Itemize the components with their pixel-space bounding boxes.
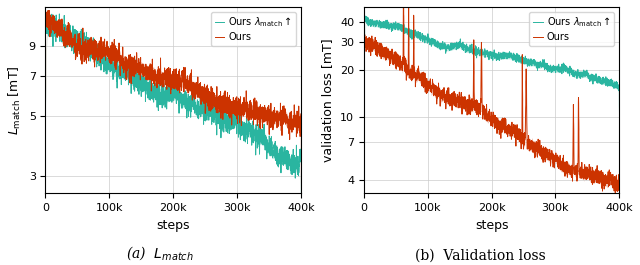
Ours $\lambda_{\mathrm{match}}\uparrow$ <box>44 11 51 14</box>
Ours <box>166 82 173 85</box>
Ours <box>608 174 616 177</box>
Ours $\lambda_{\mathrm{match}}\uparrow$ <box>615 89 623 92</box>
Ours $\lambda_{\mathrm{match}}\uparrow$ <box>297 148 305 151</box>
Ours <box>608 183 616 186</box>
Line: Ours: Ours <box>45 10 301 139</box>
Ours <box>477 41 485 44</box>
Ours $\lambda_{\mathrm{match}}\uparrow$ <box>360 17 368 21</box>
Legend: Ours $\lambda_{\mathrm{match}}\uparrow$, Ours: Ours $\lambda_{\mathrm{match}}\uparrow$,… <box>211 12 296 46</box>
Ours <box>297 112 305 116</box>
Ours $\lambda_{\mathrm{match}}\uparrow$ <box>373 21 381 24</box>
Ours <box>42 24 49 27</box>
Ours $\lambda_{\mathrm{match}}\uparrow$ <box>243 129 250 132</box>
Ours <box>373 55 381 58</box>
Ours <box>55 28 63 31</box>
Ours $\lambda_{\mathrm{match}}\uparrow$ <box>291 176 299 180</box>
Ours <box>290 114 298 117</box>
X-axis label: steps: steps <box>156 219 190 232</box>
Ours <box>611 192 619 196</box>
Ours $\lambda_{\mathrm{match}}\uparrow$ <box>608 79 616 82</box>
Ours <box>484 111 492 114</box>
Ours <box>290 120 298 123</box>
Ours $\lambda_{\mathrm{match}}\uparrow$ <box>55 23 63 26</box>
Y-axis label: $L_{\mathrm{match}}$ [mT]: $L_{\mathrm{match}}$ [mT] <box>7 65 23 135</box>
Ours $\lambda_{\mathrm{match}}\uparrow$ <box>561 65 569 68</box>
Ours $\lambda_{\mathrm{match}}\uparrow$ <box>166 92 173 96</box>
X-axis label: steps: steps <box>475 219 508 232</box>
Text: (a)  $L_{match}$: (a) $L_{match}$ <box>126 245 194 262</box>
Text: (b)  Validation loss: (b) Validation loss <box>415 248 545 262</box>
Ours $\lambda_{\mathrm{match}}\uparrow$ <box>616 88 623 91</box>
Line: Ours: Ours <box>364 0 620 194</box>
Ours $\lambda_{\mathrm{match}}\uparrow$ <box>159 88 167 91</box>
Ours $\lambda_{\mathrm{match}}\uparrow$ <box>608 82 616 85</box>
Ours <box>159 71 167 74</box>
Ours $\lambda_{\mathrm{match}}\uparrow$ <box>477 49 485 52</box>
Ours $\lambda_{\mathrm{match}}\uparrow$ <box>484 54 492 58</box>
Ours <box>243 117 250 120</box>
Ours $\lambda_{\mathrm{match}}\uparrow$ <box>290 157 298 161</box>
Ours $\lambda_{\mathrm{match}}\uparrow$ <box>362 15 369 18</box>
Ours <box>561 162 569 165</box>
Ours $\lambda_{\mathrm{match}}\uparrow$ <box>42 21 49 24</box>
Ours <box>286 138 294 141</box>
Legend: Ours $\lambda_{\mathrm{match}}\uparrow$, Ours: Ours $\lambda_{\mathrm{match}}\uparrow$,… <box>529 12 614 46</box>
Ours <box>360 36 368 39</box>
Y-axis label: validation loss [mT]: validation loss [mT] <box>321 38 335 162</box>
Ours <box>616 181 623 184</box>
Ours <box>45 9 53 12</box>
Ours $\lambda_{\mathrm{match}}\uparrow$ <box>289 167 297 170</box>
Line: Ours $\lambda_{\mathrm{match}}\uparrow$: Ours $\lambda_{\mathrm{match}}\uparrow$ <box>364 16 620 91</box>
Line: Ours $\lambda_{\mathrm{match}}\uparrow$: Ours $\lambda_{\mathrm{match}}\uparrow$ <box>45 13 301 178</box>
